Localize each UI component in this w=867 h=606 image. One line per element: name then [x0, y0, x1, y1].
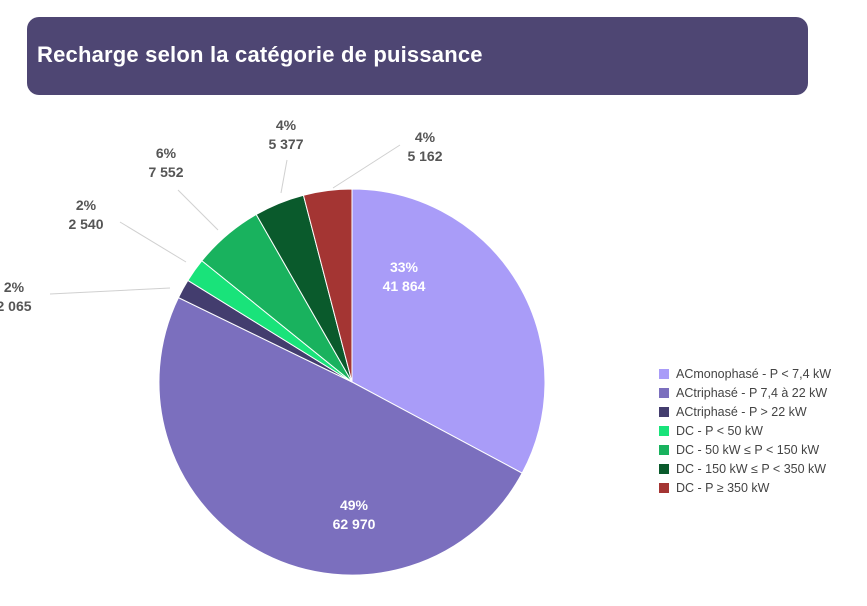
legend-item: ACtriphasé - P > 22 kW: [659, 402, 831, 421]
legend-item: DC - P < 50 kW: [659, 421, 831, 440]
legend-swatch: [659, 463, 669, 474]
slice-data-label: 62 970: [333, 516, 376, 532]
slice-data-label: 2 065: [0, 298, 32, 314]
chart-legend: ACmonophasé - P < 7,4 kW ACtriphasé - P 7…: [659, 364, 831, 497]
leader-line: [49, 287, 171, 295]
slice-data-label: 4%: [276, 117, 297, 133]
slice-data-label: 2 540: [68, 216, 103, 232]
legend-label: ACtriphasé - P > 22 kW: [676, 404, 807, 419]
legend-item: DC - P ≥ 350 kW: [659, 478, 831, 497]
legend-label: ACtriphasé - P 7,4 à 22 kW: [676, 385, 828, 400]
slice-data-label: 41 864: [383, 278, 426, 294]
legend-label: DC - 150 kW ≤ P < 350 kW: [676, 461, 827, 476]
legend-swatch: [659, 482, 669, 493]
slice-data-label: 33%: [390, 259, 419, 275]
legend-swatch: [659, 387, 669, 398]
legend-item: DC - 50 kW ≤ P < 150 kW: [659, 440, 831, 459]
slice-data-label: 2%: [76, 197, 97, 213]
pie-slice: [158, 296, 523, 576]
leader-line: [332, 144, 401, 189]
leader-line: [177, 189, 219, 231]
pie-slice: [302, 188, 353, 383]
legend-label: DC - P ≥ 350 kW: [676, 480, 770, 495]
legend-swatch: [659, 368, 669, 379]
slice-data-label: 4%: [415, 129, 436, 145]
slice-data-label: 5 377: [268, 136, 303, 152]
pie-slice: [351, 188, 546, 474]
legend-label: ACmonophasé - P < 7,4 kW: [676, 366, 832, 381]
leader-line: [280, 159, 288, 194]
legend-swatch: [659, 425, 669, 436]
legend-label: DC - 50 kW ≤ P < 150 kW: [676, 442, 820, 457]
legend-item: DC - 150 kW ≤ P < 350 kW: [659, 459, 831, 478]
legend-swatch: [659, 444, 669, 455]
slice-data-label: 5 162: [407, 148, 442, 164]
title-banner: [27, 17, 808, 95]
slice-data-label: 7 552: [148, 164, 183, 180]
legend-swatch: [659, 406, 669, 417]
slice-data-label: 49%: [340, 497, 369, 513]
legend-item: ACtriphasé - P 7,4 à 22 kW: [659, 383, 831, 402]
legend-item: ACmonophasé - P < 7,4 kW: [659, 364, 831, 383]
leader-line: [119, 221, 187, 263]
legend-label: DC - P < 50 kW: [676, 423, 763, 438]
slice-data-label: 6%: [156, 145, 177, 161]
chart-title: Recharge selon la catégorie de puissance: [37, 42, 483, 67]
slice-data-label: 2%: [4, 279, 25, 295]
